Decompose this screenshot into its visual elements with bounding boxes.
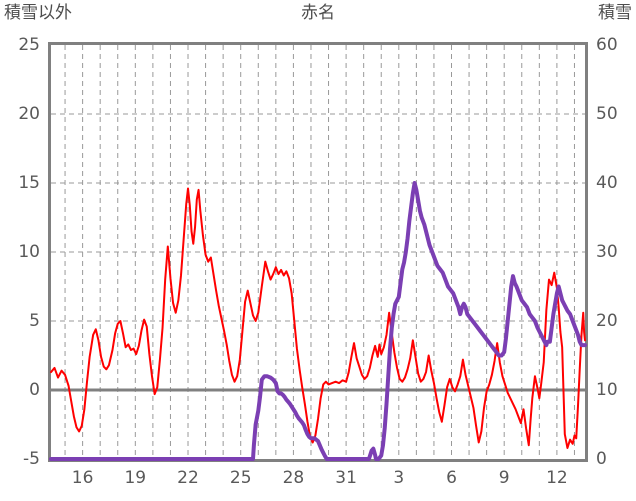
plot-area [48, 42, 588, 462]
chart-title: 赤名 [301, 3, 335, 23]
y-tick-right: 60 [596, 35, 618, 55]
y-tick-left: -5 [23, 449, 40, 469]
x-tick: 25 [229, 468, 252, 488]
x-tick: 9 [498, 468, 510, 488]
y-tick-left: 5 [29, 311, 40, 331]
series-non-snow [50, 187, 586, 449]
x-tick: 28 [282, 468, 305, 488]
y-tick-right: 40 [596, 173, 618, 193]
series-snow-depth [49, 181, 587, 461]
x-tick: 12 [546, 468, 568, 488]
data-series [49, 181, 587, 461]
y-tick-left: 0 [29, 380, 40, 400]
y-tick-left: 25 [18, 35, 40, 55]
x-tick: 31 [335, 468, 357, 488]
y-tick-right: 0 [596, 449, 607, 469]
x-tick: 16 [71, 468, 94, 488]
y-tick-right: 30 [596, 242, 618, 262]
x-tick: 19 [124, 468, 147, 488]
y-tick-left: 15 [18, 173, 40, 193]
y-tick-right: 10 [596, 380, 618, 400]
y-tick-right: 50 [596, 104, 618, 124]
y-tick-right: 20 [596, 311, 618, 331]
x-tick: 3 [393, 468, 405, 488]
left-axis-title: 積雪以外 [4, 3, 72, 23]
x-tick: 6 [446, 468, 457, 488]
right-axis-title: 積雪 [598, 3, 632, 23]
y-tick-left: 10 [18, 242, 40, 262]
x-tick: 22 [177, 468, 199, 488]
y-tick-left: 20 [18, 104, 40, 124]
